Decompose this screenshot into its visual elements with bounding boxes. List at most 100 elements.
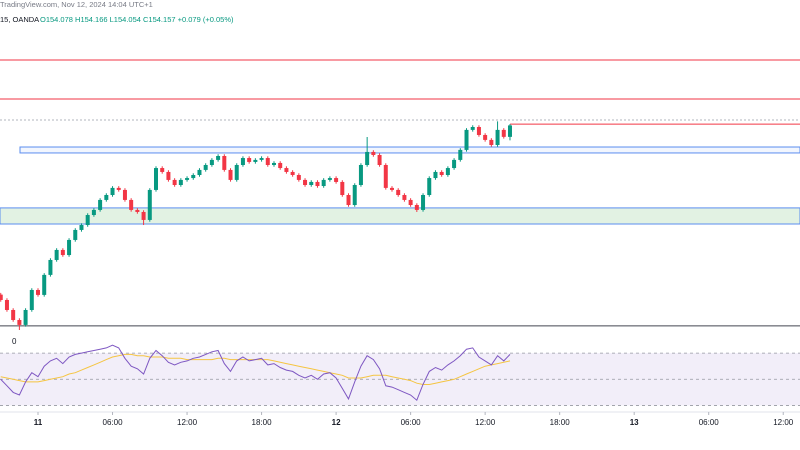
- candle-body: [23, 309, 28, 325]
- candle-body: [42, 274, 47, 295]
- candle-body: [352, 185, 357, 206]
- candle-body: [452, 159, 457, 169]
- candle-body: [247, 158, 252, 162]
- candle-body: [203, 164, 208, 170]
- zone: [0, 207, 800, 225]
- candle-body: [48, 259, 53, 275]
- candle-body: [135, 209, 140, 212]
- candle-body: [110, 187, 115, 196]
- symbol-label: 15, OANDA: [0, 15, 39, 24]
- candle-body: [197, 169, 202, 175]
- candle-body: [358, 164, 363, 186]
- candle-body: [414, 205, 419, 210]
- candle-body: [73, 229, 78, 240]
- x-tick-label: 11: [34, 418, 43, 427]
- candle-body: [296, 174, 301, 180]
- x-tick-label: 12:00: [773, 418, 794, 427]
- x-tick-label: 12:00: [475, 418, 496, 427]
- candle-body: [85, 215, 90, 226]
- candle-body: [501, 129, 506, 137]
- candle-body: [104, 195, 109, 200]
- candle-body: [36, 289, 41, 295]
- candle-body: [470, 127, 475, 130]
- candle-body: [321, 179, 326, 187]
- candle-body: [327, 178, 332, 180]
- candle-body: [421, 195, 426, 210]
- x-tick-label: 18:00: [550, 418, 571, 427]
- candle-body: [303, 179, 308, 186]
- x-tick-label: 18:00: [252, 418, 273, 427]
- candle-body: [377, 154, 382, 165]
- candle-body: [464, 129, 469, 150]
- candle-body: [4, 299, 9, 310]
- candle-body: [154, 168, 159, 190]
- x-tick-label: 12: [332, 418, 341, 427]
- candle-body: [290, 171, 295, 175]
- x-tick-label: 12:00: [177, 418, 198, 427]
- candle-body: [476, 127, 481, 135]
- candle-body: [408, 199, 413, 206]
- candle-body: [433, 171, 438, 179]
- candle-body: [334, 178, 339, 182]
- candle-body: [60, 249, 65, 256]
- rsi-line: [0, 344, 511, 402]
- candle-body: [141, 211, 146, 220]
- candle-body: [29, 289, 34, 310]
- candle-body: [172, 179, 177, 186]
- candle-body: [495, 129, 500, 145]
- candle-body: [166, 171, 171, 180]
- candle-body: [67, 239, 72, 256]
- candle-body: [383, 164, 388, 188]
- candle-body: [507, 125, 512, 137]
- candle-body: [191, 174, 196, 179]
- candle-body: [79, 225, 84, 230]
- zone: [19, 146, 800, 154]
- candle-body: [54, 249, 59, 260]
- candle-body: [259, 158, 264, 160]
- candle-body: [365, 151, 370, 165]
- candle-body: [489, 139, 494, 145]
- chart-title: TradingView.com, Nov 12, 2024 14:04 UTC+…: [0, 0, 153, 9]
- candle-body: [271, 162, 276, 165]
- candle-body: [240, 158, 245, 165]
- candle-body: [17, 319, 22, 325]
- candle-body: [222, 156, 227, 170]
- candle-body: [147, 189, 152, 220]
- candle-body: [216, 156, 221, 160]
- x-tick-label: 06:00: [401, 418, 422, 427]
- candle-body: [483, 134, 488, 140]
- candle-body: [389, 187, 394, 190]
- x-tick-label: 13: [630, 418, 639, 427]
- candle-body: [253, 159, 258, 162]
- candle-body: [371, 151, 376, 155]
- candle-body: [122, 189, 127, 200]
- ohlc-label: O154.078 H154.166 L154.054 C154.157 +0.0…: [40, 15, 234, 24]
- candle-body: [458, 149, 463, 160]
- candle-body: [315, 181, 320, 187]
- candle-body: [396, 189, 401, 196]
- candle-body: [265, 158, 270, 165]
- candle-body: [309, 181, 314, 186]
- candle-body: [0, 294, 3, 300]
- candle-body: [284, 168, 289, 172]
- candle-body: [439, 171, 444, 175]
- candle-body: [340, 181, 345, 196]
- candle-body: [98, 199, 103, 210]
- candle-body: [11, 309, 16, 320]
- candle-body: [234, 164, 239, 180]
- candle-body: [445, 168, 450, 175]
- x-tick-label: 06:00: [103, 418, 124, 427]
- candle-body: [427, 178, 432, 196]
- candle-body: [278, 162, 283, 169]
- candle-body: [116, 187, 121, 190]
- candle-body: [185, 178, 190, 180]
- annotation: 0: [12, 337, 17, 346]
- candle-body: [402, 195, 407, 200]
- candle-body: [346, 195, 351, 206]
- candle-body: [129, 199, 134, 210]
- x-tick-label: 06:00: [699, 418, 720, 427]
- candle-body: [228, 169, 233, 180]
- candle-body: [178, 179, 183, 186]
- candle-body: [160, 168, 165, 172]
